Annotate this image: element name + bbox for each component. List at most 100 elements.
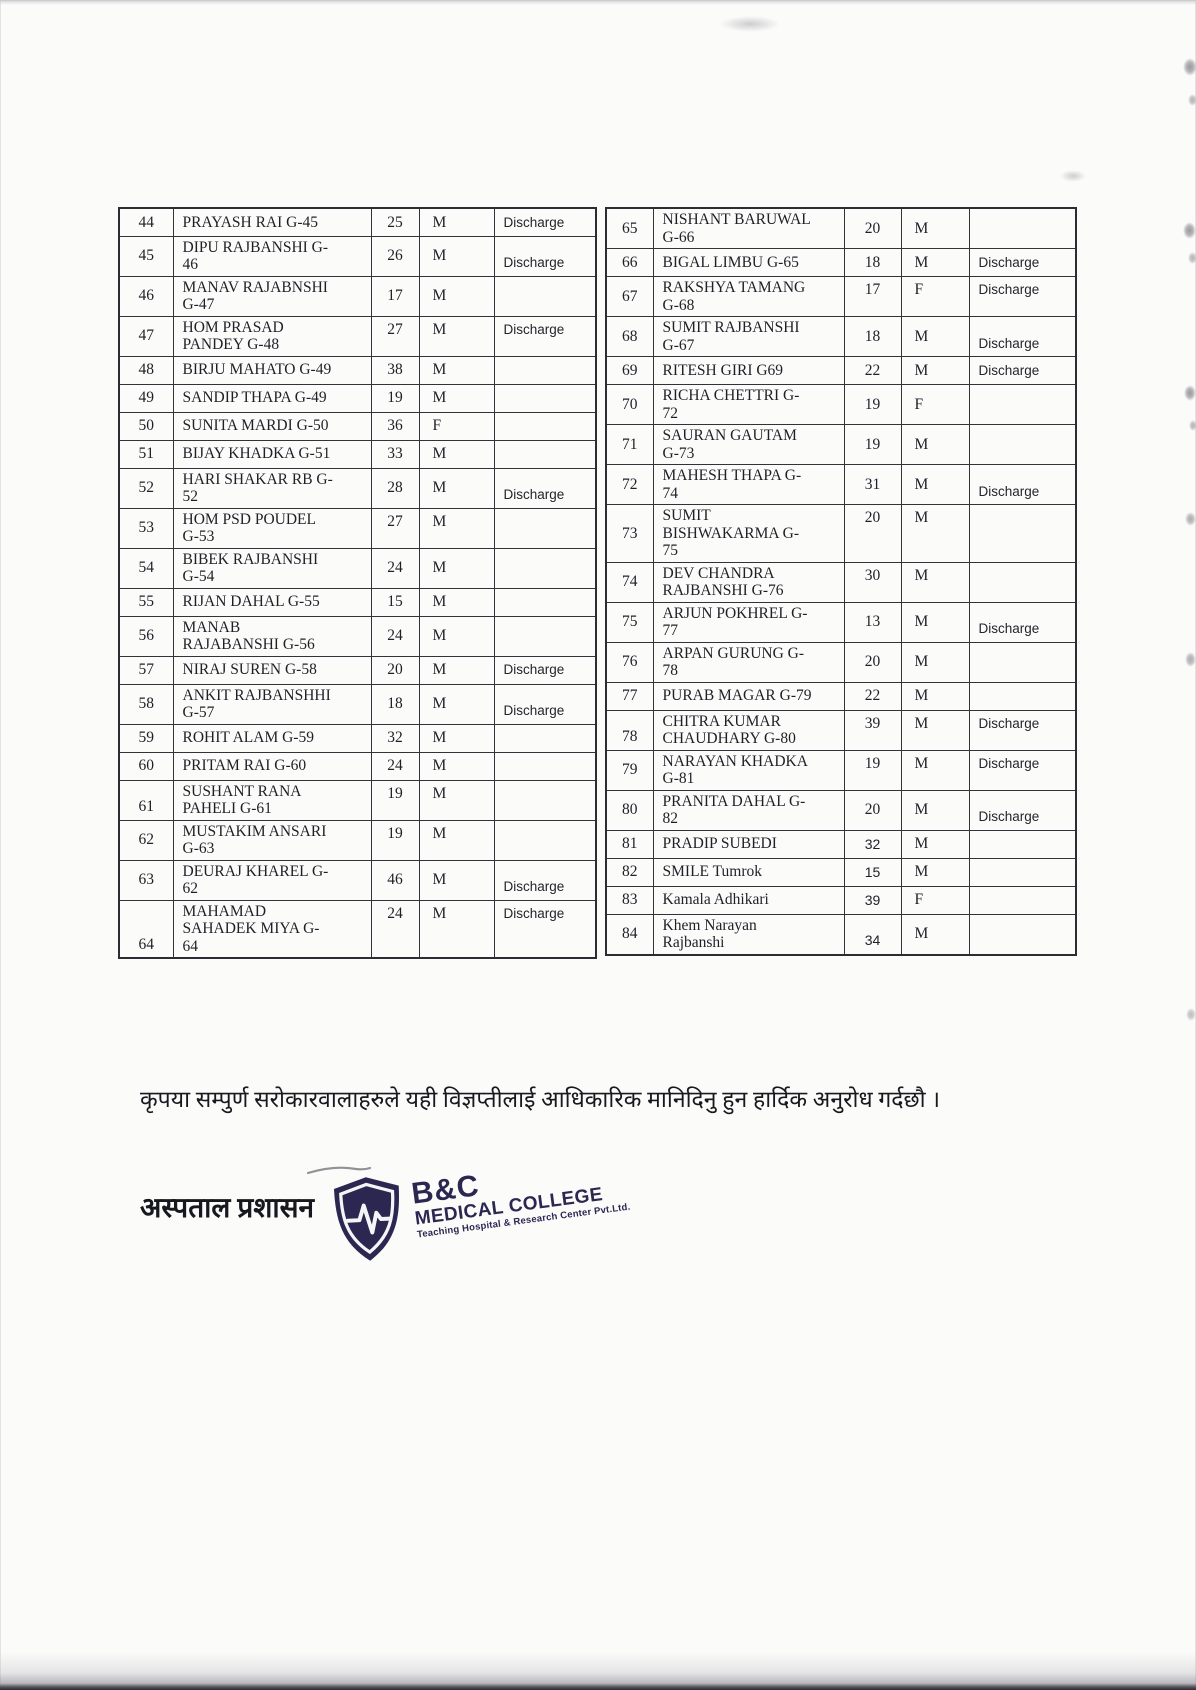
patient-name-cell: SUSHANT RANA PAHELI G-61 xyxy=(172,779,372,821)
gender-cell: M xyxy=(900,709,970,751)
discharge-status-cell: Discharge xyxy=(493,655,597,685)
patient-name-cell: RITESH GIRI G69 xyxy=(652,356,845,385)
age-cell: 39 xyxy=(843,885,902,915)
patient-name-cell: RAKSHYA TAMANG G-68 xyxy=(652,276,845,317)
gender-cell: M xyxy=(900,681,970,711)
row-number-cell: 84 xyxy=(605,913,654,955)
age-cell: 15 xyxy=(370,587,420,617)
gender-cell: M xyxy=(418,751,495,781)
patient-name-cell: HARI SHAKAR RB G- 52 xyxy=(172,467,372,509)
patient-name-cell: NARAYAN KHADKA G-81 xyxy=(652,749,845,791)
patient-name-cell: HOM PRASAD PANDEY G-48 xyxy=(172,315,372,357)
table-row: 53 HOM PSD POUDEL G-53 27 M xyxy=(118,507,597,549)
age-cell: 32 xyxy=(843,829,902,859)
patient-name-cell: RIJAN DAHAL G-55 xyxy=(172,587,372,617)
age-cell: 24 xyxy=(370,899,420,959)
row-number-cell: 73 xyxy=(605,504,654,563)
gender-cell: M xyxy=(900,424,970,465)
age-cell: 33 xyxy=(370,439,420,469)
gender-cell: F xyxy=(900,885,970,915)
age-cell: 26 xyxy=(370,235,420,277)
row-number-cell: 78 xyxy=(605,709,654,751)
gender-cell: M xyxy=(418,315,495,357)
discharge-status-cell xyxy=(493,779,597,821)
discharge-status-cell xyxy=(493,275,597,317)
row-number-cell: 58 xyxy=(118,683,174,725)
patient-table-right: 65 NISHANT BARUWAL G-66 20 M 66 BIGAL LIMBU G… xyxy=(605,207,1077,956)
gender-cell: M xyxy=(418,355,495,385)
table-row: 80 PRANITA DAHAL G- 82 20 M Discharge xyxy=(605,789,1077,831)
discharge-status-cell xyxy=(493,383,597,413)
row-number-cell: 47 xyxy=(118,315,174,357)
age-cell: 20 xyxy=(843,789,902,831)
gender-cell: M xyxy=(900,356,970,385)
patient-name-cell: ARPAN GURUNG G- 78 xyxy=(652,641,845,683)
gender-cell: M xyxy=(418,467,495,509)
notice-text: कृपया सम्पुर्ण सरोकारवालाहरुले यही विज्ञ… xyxy=(140,1087,941,1112)
patient-name-cell: BIRJU MAHATO G-49 xyxy=(172,355,372,385)
discharge-status-cell xyxy=(493,439,597,469)
age-cell: 19 xyxy=(370,383,420,413)
discharge-status-cell xyxy=(968,681,1077,711)
discharge-status-cell xyxy=(493,819,597,861)
gender-cell: M xyxy=(418,819,495,861)
discharge-status-cell xyxy=(968,424,1077,465)
age-cell: 20 xyxy=(370,655,420,685)
discharge-status-cell: Discharge xyxy=(968,749,1077,791)
row-number-cell: 49 xyxy=(118,383,174,413)
patient-name-cell: SUMIT RAJBANSHI G-67 xyxy=(652,316,845,357)
row-number-cell: 57 xyxy=(118,655,174,685)
age-cell: 46 xyxy=(370,859,420,901)
gender-cell: M xyxy=(900,248,970,277)
patient-name-cell: PRITAM RAI G-60 xyxy=(172,751,372,781)
row-number-cell: 59 xyxy=(118,723,174,753)
age-cell: 31 xyxy=(843,464,902,505)
age-cell: 18 xyxy=(843,316,902,357)
age-cell: 28 xyxy=(370,467,420,509)
scan-top-edge xyxy=(0,0,1196,5)
discharge-status-cell xyxy=(493,547,597,589)
table-row: 54 BIBEK RAJBANSHI G-54 24 M xyxy=(118,547,597,589)
gender-cell: F xyxy=(418,411,495,441)
row-number-cell: 74 xyxy=(605,561,654,603)
row-number-cell: 53 xyxy=(118,507,174,549)
patient-name-cell: BIGAL LIMBU G-65 xyxy=(652,248,845,277)
age-cell: 38 xyxy=(370,355,420,385)
patient-name-cell: MANAV RAJABNSHI G-47 xyxy=(172,275,372,317)
patient-name-cell: CHITRA KUMAR CHAUDHARY G-80 xyxy=(652,709,845,751)
table-row: 48 BIRJU MAHATO G-49 38 M xyxy=(118,355,597,385)
row-number-cell: 67 xyxy=(605,276,654,317)
signature-text: अस्पताल प्रशासन xyxy=(140,1193,315,1224)
patient-name-cell: PRADIP SUBEDI xyxy=(652,829,845,859)
age-cell: 19 xyxy=(843,749,902,791)
row-number-cell: 62 xyxy=(118,819,174,861)
patient-name-cell: SAURAN GAUTAM G-73 xyxy=(652,424,845,465)
table-row: 70 RICHA CHETTRI G- 72 19 F xyxy=(605,384,1077,425)
gender-cell: M xyxy=(418,655,495,685)
discharge-status-cell xyxy=(968,561,1077,603)
table-row: 82 SMILE Tumrok 15 M xyxy=(605,857,1077,887)
table-row: 78 CHITRA KUMAR CHAUDHARY G-80 39 M Discharg… xyxy=(605,709,1077,751)
gender-cell: M xyxy=(900,749,970,791)
gender-cell: M xyxy=(418,683,495,725)
row-number-cell: 69 xyxy=(605,356,654,385)
table-row: 60 PRITAM RAI G-60 24 M xyxy=(118,751,597,781)
table-row: 50 SUNITA MARDI G-50 36 F xyxy=(118,411,597,441)
logo-text-block: B&C MEDICAL COLLEGE Teaching Hospital & … xyxy=(410,1150,656,1242)
age-cell: 27 xyxy=(370,315,420,357)
age-cell: 19 xyxy=(370,819,420,861)
age-cell: 32 xyxy=(370,723,420,753)
age-cell: 24 xyxy=(370,615,420,657)
table-row: 61 SUSHANT RANA PAHELI G-61 19 M xyxy=(118,779,597,821)
row-number-cell: 45 xyxy=(118,235,174,277)
age-cell: 22 xyxy=(843,681,902,711)
age-cell: 30 xyxy=(843,561,902,603)
table-row: 83 Kamala Adhikari 39 F xyxy=(605,885,1077,915)
gender-cell: M xyxy=(418,779,495,821)
age-cell: 17 xyxy=(370,275,420,317)
discharge-status-cell: Discharge xyxy=(968,356,1077,385)
row-number-cell: 80 xyxy=(605,789,654,831)
row-number-cell: 55 xyxy=(118,587,174,617)
patient-name-cell: NIRAJ SUREN G-58 xyxy=(172,655,372,685)
table-row: 84 Khem Narayan Rajbanshi 34 M xyxy=(605,913,1077,955)
